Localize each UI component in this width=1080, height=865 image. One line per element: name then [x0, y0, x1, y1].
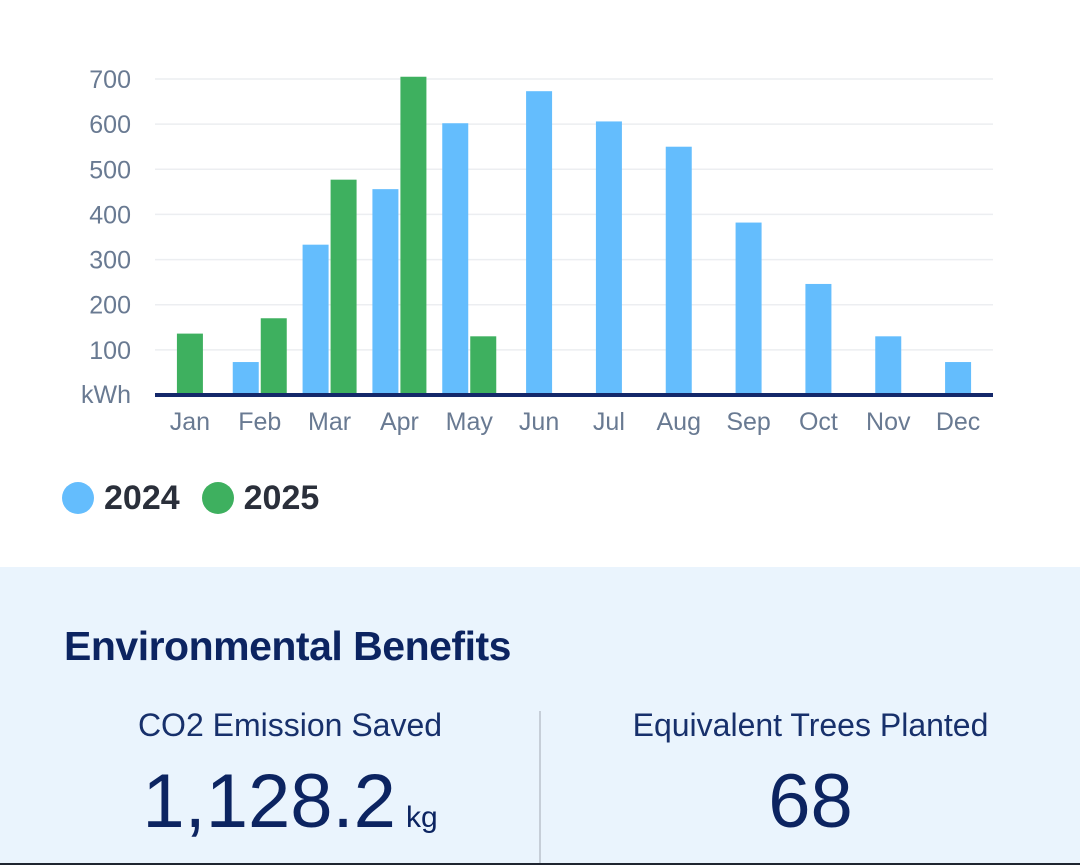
x-tick-label: Jul	[593, 408, 625, 436]
stat-divider	[539, 711, 541, 865]
legend-item-2024[interactable]: 2024	[62, 479, 180, 518]
bar-2025-mar	[330, 179, 357, 395]
y-tick-label: 600	[89, 111, 131, 139]
legend-dot-2025	[201, 482, 234, 514]
bottom-edge-line	[0, 863, 1080, 865]
co2-saved-value-row: 1,128.2 kg	[40, 764, 540, 840]
bar-2024-dec	[945, 362, 972, 395]
x-tick-label: Apr	[380, 408, 419, 436]
bar-2024-oct	[805, 283, 832, 395]
x-tick-label: Mar	[308, 408, 351, 436]
y-tick-label: 400	[89, 201, 131, 229]
co2-saved-stat: CO2 Emission Saved 1,128.2 kg	[40, 707, 540, 840]
y-tick-label: 700	[89, 66, 131, 94]
bar-2024-jun	[526, 91, 553, 395]
legend-label-2025: 2025	[243, 478, 320, 517]
bar-2024-jul	[595, 121, 622, 395]
legend-item-2025[interactable]: 2025	[201, 478, 320, 518]
y-tick-label: 100	[89, 337, 131, 365]
trees-planted-value-row: 68	[541, 764, 1080, 840]
trees-planted-label: Equivalent Trees Planted	[632, 707, 989, 743]
bar-2025-may	[470, 336, 497, 395]
legend-dot-2024	[62, 482, 94, 514]
x-tick-label: Nov	[866, 408, 911, 436]
energy-chart-section: 100 200 300 400 500 600 700 kWh Jan Feb Mar Apr May J…	[62, 66, 993, 518]
benefits-title: Environmental Benefits	[64, 623, 511, 669]
environmental-benefits-panel: Environmental Benefits CO2 Emission Save…	[0, 567, 1080, 865]
bar-2024-nov	[875, 336, 902, 395]
energy-bar-chart: 100 200 300 400 500 600 700 kWh Jan Feb Mar Apr May J…	[81, 66, 993, 436]
legend-label-2024: 2024	[104, 478, 180, 517]
x-tick-label: May	[446, 408, 494, 436]
bar-2024-aug	[665, 146, 692, 395]
x-tick-label: Feb	[238, 408, 281, 436]
x-tick-label: Jan	[170, 408, 210, 436]
x-tick-label: Dec	[936, 408, 980, 436]
bar-2024-feb	[232, 362, 259, 395]
bar-2024-sep	[735, 222, 762, 395]
trees-planted-stat: Equivalent Trees Planted 68	[541, 707, 1080, 840]
y-tick-label: 500	[89, 156, 131, 184]
bar-2024-may	[442, 123, 469, 396]
bar-2025-feb	[260, 318, 287, 395]
co2-saved-unit: kg	[405, 801, 438, 834]
x-tick-label: Sep	[726, 408, 770, 436]
bar-2025-jan	[176, 333, 203, 395]
co2-saved-value: 1,128.2	[142, 759, 396, 844]
y-unit-label: kWh	[81, 381, 131, 409]
x-tick-label: Oct	[799, 408, 838, 436]
chart-legend: 2024 2025	[62, 478, 341, 518]
bar-2025-apr	[400, 76, 427, 395]
bar-2024-apr	[372, 189, 399, 395]
x-tick-label: Jun	[519, 408, 559, 436]
trees-planted-value: 68	[768, 759, 853, 844]
bar-2024-mar	[302, 244, 329, 395]
co2-saved-label: CO2 Emission Saved	[137, 707, 443, 743]
y-tick-label: 300	[89, 247, 131, 275]
y-tick-label: 200	[89, 292, 131, 320]
x-tick-label: Aug	[657, 408, 701, 436]
